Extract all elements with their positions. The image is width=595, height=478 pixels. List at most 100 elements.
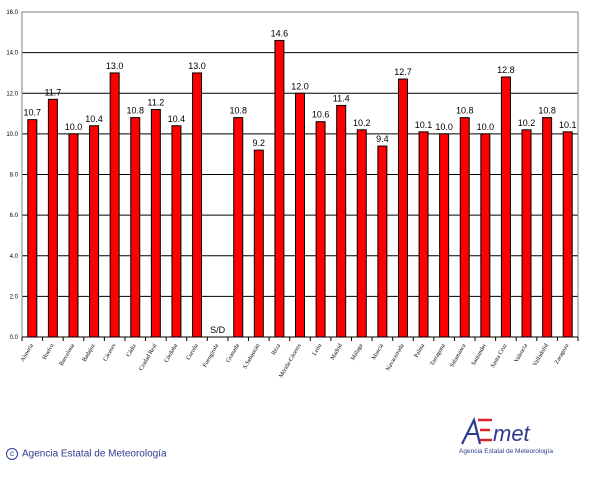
value-label: 13.0 — [106, 61, 124, 71]
bar — [397, 78, 408, 338]
value-label: 10.7 — [24, 108, 42, 118]
value-label: 13.0 — [188, 61, 206, 71]
value-label: 10.4 — [168, 114, 186, 124]
bar — [130, 117, 141, 338]
y-tick-label: 6.0 — [10, 213, 19, 219]
value-label: 10.1 — [415, 120, 433, 130]
x-tick-label: Córdoba — [164, 343, 180, 364]
value-label: 9.2 — [253, 138, 266, 148]
x-tick-label: Barcelona — [59, 343, 77, 367]
value-label: 10.2 — [353, 118, 371, 128]
x-tick-label: Valencia — [514, 343, 530, 364]
value-labels: 10.711.710.010.413.010.811.210.413.0S/D1… — [24, 28, 577, 335]
bar — [150, 109, 161, 338]
bar — [192, 72, 203, 338]
x-tick-label: Coruña — [186, 343, 200, 362]
bar — [27, 119, 38, 338]
x-tick-label: Ibiza — [271, 343, 282, 357]
x-tick-label: Fuengirola — [202, 343, 220, 369]
value-label: 10.0 — [65, 122, 83, 132]
aemet-logo: met Agencia Estatal de Meteorología — [458, 414, 554, 464]
bar — [542, 117, 553, 338]
x-tick-label: Badajoz — [82, 343, 97, 363]
bar — [274, 39, 285, 338]
x-tick-label: Salamanca — [449, 343, 467, 369]
x-tick-label: Málaga — [350, 343, 364, 362]
bar — [459, 117, 470, 338]
bar — [171, 125, 182, 338]
bar-chart: 10.711.710.010.413.010.811.210.413.0S/D1… — [6, 10, 579, 379]
y-tick-label: 8.0 — [10, 173, 19, 179]
y-tick-label: 0.0 — [10, 335, 19, 341]
x-tick-label: S.Sebastián — [242, 343, 261, 370]
x-tick-label: Granada — [226, 343, 242, 364]
value-label: 10.0 — [477, 122, 495, 132]
x-tick-label: León — [312, 343, 323, 357]
y-tick-label: 2.0 — [10, 294, 19, 300]
x-tick-label: Tarragona — [430, 343, 447, 367]
x-tick-label: Almería — [20, 343, 35, 363]
value-label: 12.8 — [497, 65, 515, 75]
bar — [233, 117, 244, 338]
bar — [47, 98, 58, 338]
y-tick-labels: 0.0 2.0 4.0 6.0 8.0 10.0 12.0 14.0 16.0 — [6, 10, 18, 341]
bar — [377, 145, 388, 338]
y-tick-label: 14.0 — [6, 51, 18, 57]
value-label: 9.4 — [376, 134, 389, 144]
value-label: 10.4 — [85, 114, 103, 124]
bar — [439, 133, 450, 338]
aemet-logo-mark: met — [461, 416, 531, 446]
bar — [562, 131, 573, 338]
bar — [89, 125, 100, 338]
x-tick-label: Palma — [414, 343, 427, 359]
bar — [521, 129, 532, 338]
bar — [356, 129, 367, 338]
bar — [480, 133, 491, 338]
x-tick-label: Cáceres — [103, 342, 118, 362]
bar — [500, 76, 511, 338]
bar — [336, 104, 347, 338]
x-tick-label: Huelva — [42, 343, 56, 361]
value-label: 10.8 — [229, 106, 247, 116]
bar — [315, 121, 326, 338]
value-label: 11.2 — [147, 98, 164, 108]
x-tick-labels: Almería Huelva Barcelona Badajoz Cáceres Cádi… — [20, 342, 571, 379]
value-label: 10.8 — [126, 106, 144, 116]
axes — [21, 11, 579, 341]
copyright-notice: c Agencia Estatal de Meteorología — [6, 448, 167, 460]
value-label: 10.2 — [518, 118, 536, 128]
x-tick-label: Ciudad Real — [138, 343, 158, 372]
value-label: 10.8 — [456, 106, 474, 116]
value-label: 10.0 — [435, 122, 453, 132]
x-tick-label: Santander — [471, 343, 488, 367]
bar — [418, 131, 429, 338]
y-tick-label: 4.0 — [10, 254, 19, 260]
value-label: 12.0 — [291, 81, 309, 91]
value-label: 10.8 — [538, 106, 556, 116]
x-tick-label: Santa Cruz — [490, 343, 509, 369]
logo-mark-text: met — [493, 421, 531, 446]
x-tick-label: Valladolid — [532, 343, 550, 367]
x-tick-label: Murcia — [371, 343, 385, 361]
copyright-icon: c — [6, 448, 18, 460]
y-tick-label: 10.0 — [6, 132, 18, 138]
value-label: S/D — [210, 325, 226, 335]
x-tick-label: Navacerrada — [385, 343, 406, 373]
bar — [295, 92, 305, 338]
x-tick-label: Madrid — [330, 343, 344, 361]
bar — [68, 133, 79, 338]
x-tick-label: Zaragoza — [554, 343, 571, 366]
copyright-text: Agencia Estatal de Meteorología — [22, 448, 167, 460]
x-tick-label: Cádiz — [126, 343, 138, 358]
value-label: 11.4 — [333, 93, 350, 103]
x-tick-label: Mérida-Cáceres — [278, 342, 303, 379]
value-label: 12.7 — [394, 67, 412, 77]
bar — [109, 72, 120, 338]
value-label: 10.1 — [559, 120, 577, 130]
value-label: 14.6 — [271, 28, 289, 38]
logo-subtitle: Agencia Estatal de Meteorología — [459, 448, 553, 455]
value-label: 11.7 — [44, 87, 61, 97]
y-tick-label: 12.0 — [6, 91, 18, 97]
y-tick-label: 16.0 — [6, 10, 18, 16]
bar — [253, 149, 264, 338]
